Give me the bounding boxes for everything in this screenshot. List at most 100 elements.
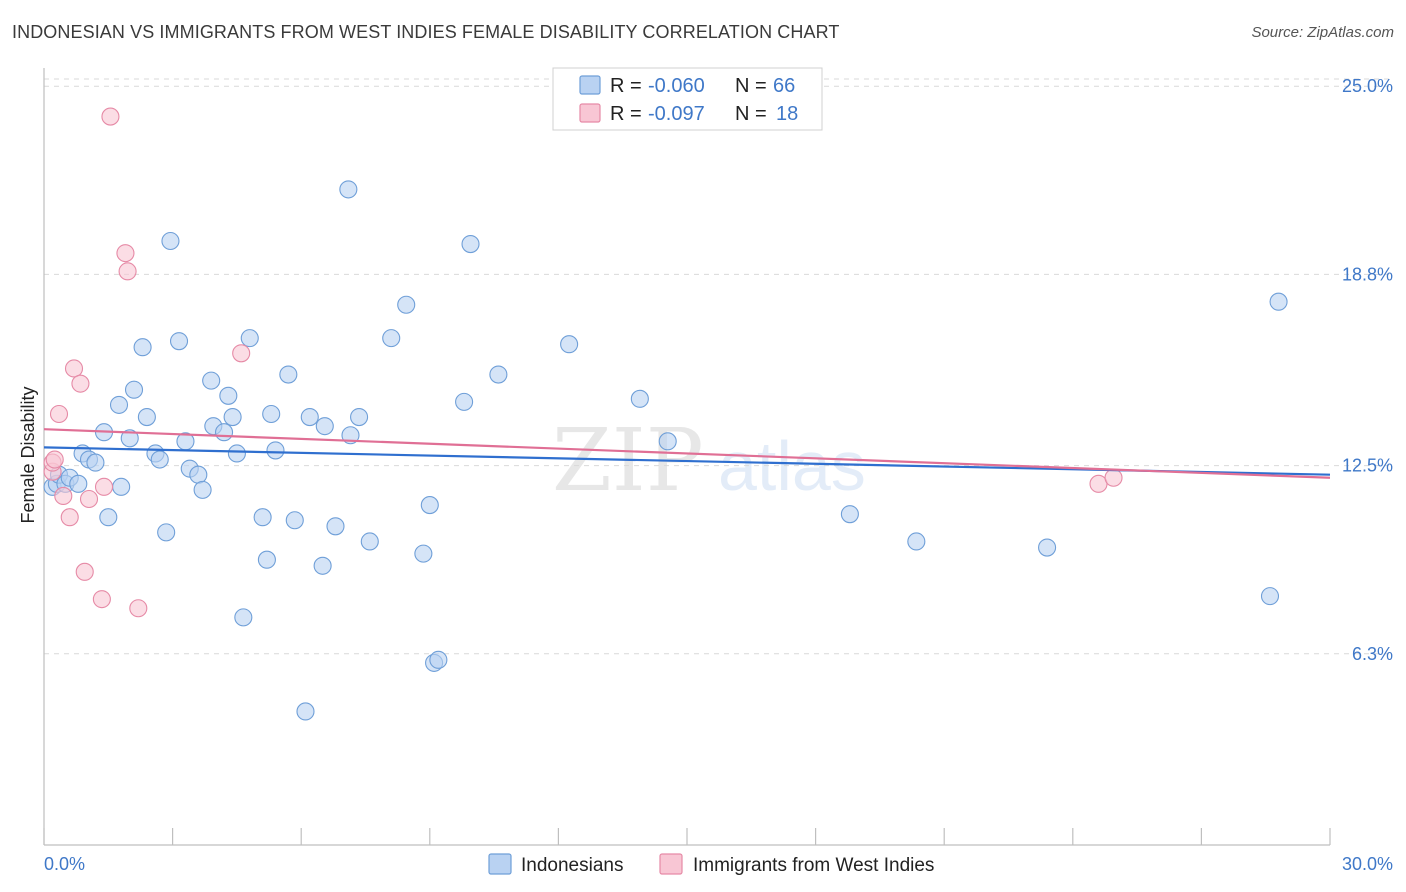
watermark-atlas: atlas — [718, 427, 866, 505]
stats-r-value-blue: -0.060 — [648, 75, 705, 97]
y-tick-label-2: 12.5% — [1342, 456, 1393, 476]
bottom-legend: Indonesians Immigrants from West Indies — [488, 853, 934, 876]
indonesians-point-29 — [219, 386, 238, 405]
indonesians-point-21 — [169, 332, 189, 351]
indonesians-point-14 — [124, 380, 144, 399]
indonesians-point-30 — [223, 407, 242, 427]
indonesians-point-12 — [112, 477, 131, 496]
indonesians-point-62 — [907, 532, 926, 551]
indonesians-point-47 — [350, 407, 369, 427]
indonesians-point-52 — [420, 496, 439, 515]
stats-n-label-pink: N = — [735, 103, 767, 125]
stats-n-value-blue: 66 — [773, 75, 795, 97]
indonesians-point-15 — [133, 338, 152, 357]
indonesians-point-36 — [262, 404, 281, 424]
west-indies-point-18 — [1104, 468, 1123, 487]
source-credit: Source: ZipAtlas.com — [1251, 24, 1394, 41]
indonesians-point-43 — [315, 417, 334, 436]
x-tick-label-1: 30.0% — [1342, 854, 1393, 874]
indonesians-point-19 — [157, 523, 176, 542]
indonesians-point-38 — [279, 365, 298, 384]
stats-r-label-blue: R = — [610, 75, 642, 97]
indonesians-point-18 — [150, 450, 169, 469]
west-indies-point-7 — [71, 374, 90, 393]
legend-label-west-indies: Immigrants from West Indies — [693, 855, 934, 876]
series-west-indies-points — [43, 107, 1123, 618]
stats-n-value-pink: 18 — [776, 103, 798, 125]
stats-legend-swatch-pink — [579, 103, 601, 123]
indonesians-point-39 — [285, 511, 304, 530]
west-indies-point-17 — [1089, 474, 1108, 493]
x-axis-tick-labels: 0.0% 30.0% — [44, 854, 1393, 874]
indonesians-point-26 — [202, 371, 221, 390]
indonesians-point-41 — [300, 407, 319, 427]
indonesians-point-48 — [360, 532, 379, 551]
indonesians-point-55 — [455, 392, 474, 411]
indonesians-point-25 — [193, 480, 212, 499]
indonesians-point-24 — [189, 465, 208, 484]
indonesians-point-54 — [429, 650, 448, 669]
indonesians-point-8 — [86, 453, 105, 472]
west-indies-point-3 — [49, 404, 69, 424]
indonesians-point-56 — [461, 234, 480, 254]
west-indies-point-8 — [75, 562, 94, 581]
indonesians-point-28 — [214, 423, 234, 442]
indonesians-point-42 — [313, 556, 332, 575]
west-indies-point-13 — [116, 244, 135, 263]
indonesians-point-11 — [109, 395, 129, 414]
chart-title: INDONESIAN VS IMMIGRANTS FROM WEST INDIE… — [12, 22, 840, 42]
indonesians-point-45 — [339, 180, 358, 199]
indonesians-point-34 — [253, 508, 272, 527]
stats-r-value-pink: -0.097 — [648, 103, 705, 125]
indonesians-point-58 — [560, 335, 579, 354]
y-axis-tick-labels: 25.0% 18.8% 12.5% 6.3% — [1342, 76, 1393, 664]
trend-lines — [43, 428, 1331, 479]
stats-legend-swatch-blue — [579, 75, 601, 95]
indonesians-point-59 — [630, 389, 649, 408]
indonesians-point-10 — [99, 508, 118, 527]
west-indies-point-4 — [54, 486, 73, 506]
y-tick-label-3: 6.3% — [1352, 644, 1393, 664]
west-indies-point-11 — [94, 477, 114, 496]
y-axis-label: Female Disability — [18, 386, 38, 523]
indonesians-point-60 — [658, 432, 677, 451]
gridlines — [44, 78, 1392, 655]
west-indies-point-14 — [118, 262, 137, 281]
x-axis-ticks — [43, 828, 1331, 845]
west-indies-trend-line — [43, 428, 1331, 479]
indonesians-point-37 — [266, 441, 285, 460]
indonesians-point-40 — [296, 702, 315, 721]
indonesians-point-31 — [227, 444, 246, 463]
indonesians-point-20 — [161, 231, 180, 251]
y-tick-label-1: 18.8% — [1342, 264, 1393, 284]
y-tick-label-0: 25.0% — [1342, 76, 1393, 96]
indonesians-point-50 — [397, 295, 416, 314]
indonesians-point-13 — [120, 429, 139, 448]
indonesians-point-61 — [840, 505, 859, 524]
stats-n-label-blue: N = — [735, 75, 767, 97]
indonesians-point-33 — [240, 329, 259, 348]
indonesians-point-16 — [137, 407, 156, 427]
west-indies-point-5 — [60, 508, 79, 527]
indonesians-point-65 — [1269, 292, 1288, 311]
indonesians-point-63 — [1038, 538, 1057, 557]
indonesians-point-35 — [257, 550, 276, 569]
legend-swatch-west-indies — [659, 853, 683, 875]
legend-label-indonesians: Indonesians — [521, 855, 623, 876]
west-indies-point-16 — [232, 344, 251, 363]
legend-swatch-indonesians — [488, 853, 512, 875]
indonesians-point-49 — [382, 329, 401, 348]
west-indies-point-12 — [101, 107, 120, 126]
indonesians-point-44 — [326, 517, 345, 536]
indonesians-point-51 — [414, 544, 433, 563]
watermark: ZIP atlas — [552, 411, 866, 511]
west-indies-point-15 — [129, 599, 148, 618]
stats-r-label-pink: R = — [610, 103, 642, 125]
west-indies-point-10 — [92, 590, 111, 609]
west-indies-point-6 — [64, 359, 84, 378]
west-indies-point-2 — [45, 450, 64, 469]
indonesians-point-64 — [1260, 587, 1280, 606]
stats-legend: R = -0.060 N = 66 R = -0.097 N = 18 — [552, 67, 823, 131]
indonesians-point-32 — [234, 608, 253, 627]
